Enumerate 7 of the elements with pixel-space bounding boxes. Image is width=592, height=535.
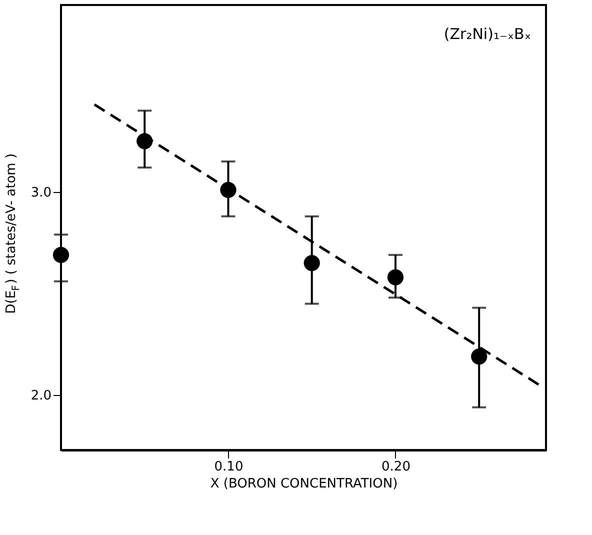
x-tick-label: 0.20 (382, 460, 410, 474)
x-tick-label: 0.10 (214, 460, 244, 474)
y-tick-label: 2.0 (30, 388, 52, 404)
annotation: (Zr₂Ni)₁₋ₓBₓ (444, 25, 531, 43)
y-tick-label: 3.0 (30, 185, 52, 200)
x-axis-title: X (BORON CONCENTRATION) (210, 476, 398, 492)
y-axis-title: D(EF) ( states/eV- atom ) (4, 153, 22, 314)
